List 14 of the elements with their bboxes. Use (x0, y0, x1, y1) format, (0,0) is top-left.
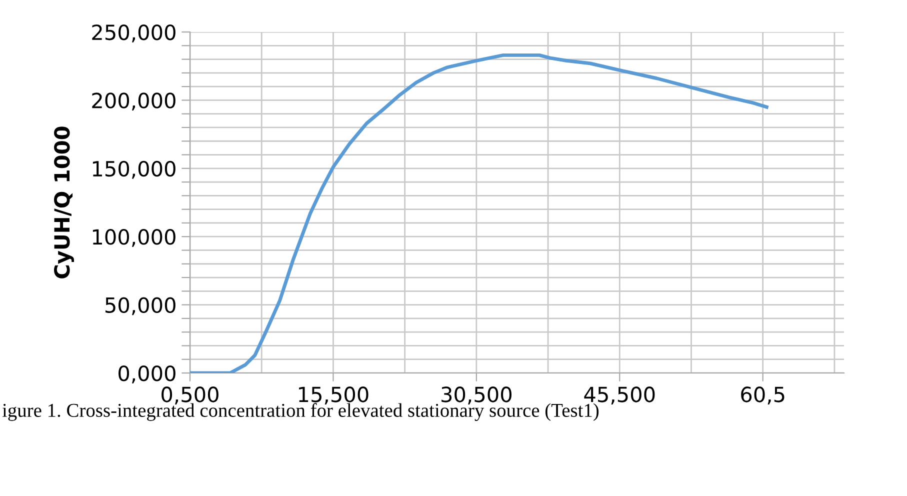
x-tick-label: 30,500 (442, 386, 512, 404)
y-tick-label: 50,000 (106, 297, 176, 316)
x-tick-label: 60,5 (741, 386, 784, 404)
y-tick-label: 0,000 (118, 365, 176, 384)
y-tick-label: 250,000 (92, 24, 176, 42)
line-series (190, 53, 768, 373)
x-tick-label: 15,500 (299, 386, 368, 404)
text: igure 1. Cross-integrated concentration for elevated stationary source (Test1) (2, 403, 599, 421)
y-tick-label: 150,000 (92, 160, 176, 179)
x-tick-label: 0,500 (162, 386, 218, 404)
x-tick-label: 45,500 (584, 386, 655, 404)
y-tick-label: 200,000 (92, 92, 176, 111)
y-axis-title: CyUH/Q 1000 (54, 126, 74, 278)
y-tick-label: 100,000 (92, 229, 176, 247)
